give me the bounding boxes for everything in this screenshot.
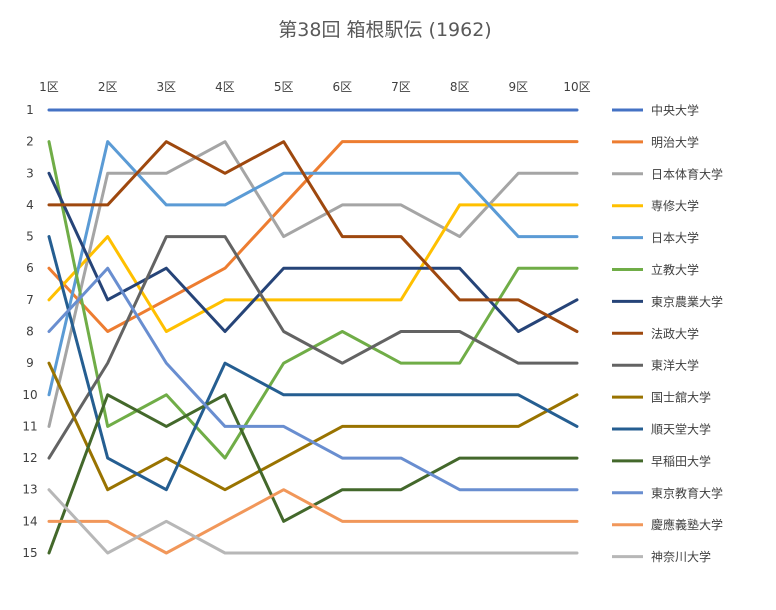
legend-item: 順天堂大学: [612, 422, 711, 437]
legend-item: 専修大学: [612, 198, 699, 213]
series-line: [47, 393, 579, 555]
chart-title: 第38回 箱根駅伝 (1962): [278, 19, 491, 41]
y-tick-label: 3: [26, 166, 34, 180]
legend-label: 立教大学: [651, 262, 699, 277]
x-tick-label: 4区: [215, 80, 235, 94]
legend-item: 明治大学: [612, 134, 699, 149]
x-tick-label: 5区: [274, 80, 294, 94]
x-tick-label: 1区: [39, 80, 59, 94]
legend-item: 国士舘大学: [612, 390, 711, 405]
legend-label: 中央大学: [651, 103, 699, 118]
legend-item: 早稲田大学: [612, 453, 711, 468]
legend-label: 東京農業大学: [651, 294, 723, 309]
legend-item: 慶應義塾大学: [612, 517, 723, 532]
legend-item: 立教大学: [612, 262, 699, 277]
y-tick-label: 8: [26, 325, 34, 339]
legend-item: 日本体育大学: [612, 166, 723, 181]
x-tick-label: 7区: [391, 80, 411, 94]
legend-label: 日本大学: [651, 230, 699, 245]
y-tick-label: 2: [26, 135, 34, 149]
series-line: [47, 266, 579, 492]
y-tick-label: 12: [22, 451, 37, 465]
legend-item: 中央大学: [612, 103, 699, 118]
legend-item: 法政大学: [612, 326, 699, 341]
y-tick-label: 6: [26, 261, 34, 275]
legend-label: 東洋大学: [651, 358, 699, 373]
legend-label: 神奈川大学: [651, 549, 711, 564]
y-tick-label: 7: [26, 293, 34, 307]
legend-label: 国士舘大学: [651, 390, 711, 405]
legend-item: 東京教育大学: [612, 485, 723, 500]
legend-item: 神奈川大学: [612, 549, 711, 564]
legend-label: 順天堂大学: [651, 422, 711, 437]
y-tick-label: 15: [22, 546, 37, 560]
x-tick-label: 6区: [333, 80, 353, 94]
x-tick-label: 8区: [450, 80, 470, 94]
legend-label: 東京教育大学: [651, 485, 723, 500]
series-line: [47, 140, 579, 333]
series-line: [47, 235, 579, 460]
legend-item: 東洋大学: [612, 358, 699, 373]
legend-item: 日本大学: [612, 230, 699, 245]
y-tick-label: 10: [22, 388, 37, 402]
y-tick-label: 13: [22, 483, 37, 497]
y-tick-label: 5: [26, 230, 34, 244]
legend-label: 専修大学: [651, 198, 699, 213]
series-line: [47, 488, 579, 555]
legend-label: 日本体育大学: [651, 166, 723, 181]
legend-label: 明治大学: [651, 134, 699, 149]
legend-label: 早稲田大学: [651, 453, 711, 468]
legend-label: 法政大学: [651, 326, 699, 341]
y-tick-label: 1: [26, 103, 34, 117]
y-tick-label: 11: [22, 419, 37, 433]
y-tick-label: 4: [26, 198, 34, 212]
x-tick-label: 10区: [563, 80, 590, 94]
y-tick-label: 14: [22, 514, 37, 528]
x-axis-ticks: 1区 2区 3区 4区 5区 6区 7区 8区 9区 10区: [39, 80, 590, 94]
x-tick-label: 3区: [157, 80, 177, 94]
x-tick-label: 9区: [509, 80, 529, 94]
legend: 中央大学明治大学日本体育大学専修大学日本大学立教大学東京農業大学法政大学東洋大学…: [612, 103, 723, 564]
x-tick-label: 2区: [98, 80, 118, 94]
series-line: [47, 235, 579, 492]
y-tick-label: 9: [26, 356, 34, 370]
series-lines: [47, 108, 579, 555]
legend-label: 慶應義塾大学: [651, 517, 723, 532]
legend-item: 東京農業大学: [612, 294, 723, 309]
